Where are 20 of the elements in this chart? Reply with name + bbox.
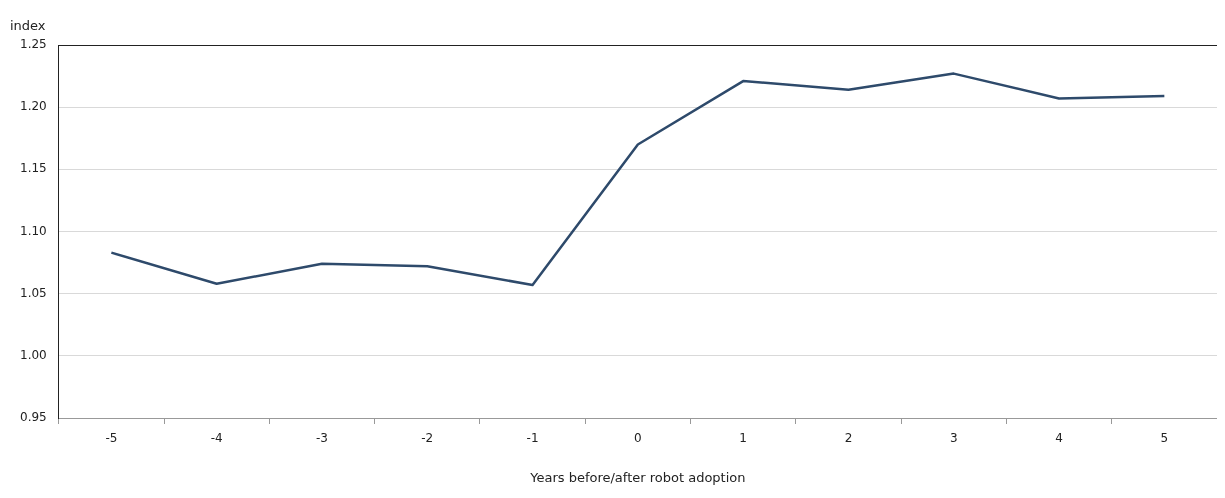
y-tick-label: 1.00 xyxy=(20,347,47,362)
y-tick-label: 1.10 xyxy=(20,223,47,238)
y-tick-label: 1.05 xyxy=(20,285,47,300)
x-tick-label: 0 xyxy=(634,431,642,446)
y-tick-label: 1.20 xyxy=(20,99,47,114)
x-tick-label: -1 xyxy=(526,431,539,446)
x-tick-label: -3 xyxy=(315,431,328,446)
x-tick-label: -4 xyxy=(210,431,223,446)
x-axis-title: Years before/after robot adoption xyxy=(529,469,746,485)
x-tick-label: 5 xyxy=(1160,431,1169,446)
y-tick-label: 1.15 xyxy=(20,161,47,176)
y-tick-label: 1.25 xyxy=(20,37,47,52)
x-tick-label: 2 xyxy=(844,431,853,446)
x-tick-label: 1 xyxy=(739,431,747,446)
y-tick-label: 0.95 xyxy=(20,410,47,425)
x-tick-label: 3 xyxy=(949,431,958,446)
x-tick-label: 4 xyxy=(1055,431,1063,446)
y-axis-title: index xyxy=(10,17,46,33)
x-tick-label: -2 xyxy=(421,431,434,446)
x-tick-label: -5 xyxy=(105,431,118,446)
